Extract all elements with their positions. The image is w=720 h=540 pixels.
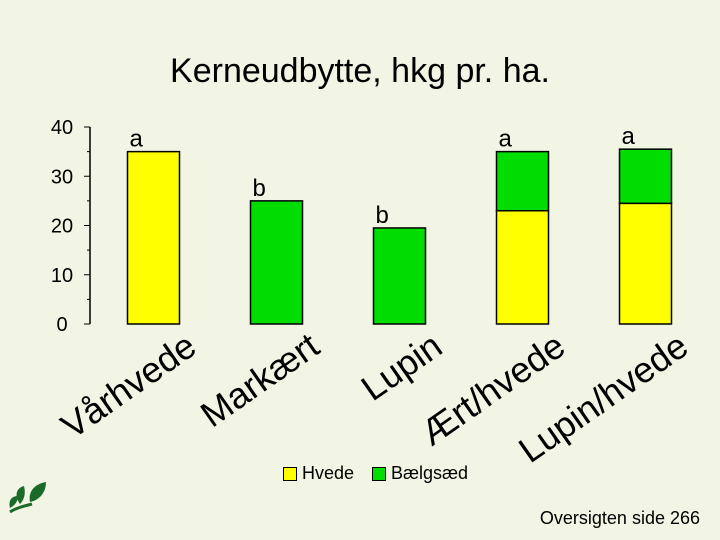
legend-label-hvede: Hvede (302, 463, 355, 483)
significance-label: b (376, 202, 389, 229)
category-label: Markært (193, 325, 326, 435)
y-tick-label: 40 (51, 117, 73, 139)
significance-label: a (499, 126, 513, 153)
y-tick-label: 20 (51, 216, 73, 238)
bar-segment (249, 200, 304, 325)
y-tick-label: 30 (51, 166, 73, 188)
significance-label: a (622, 123, 636, 150)
leaf-logo-icon (6, 478, 52, 521)
significance-label: b (253, 175, 266, 202)
source-footer: Oversigten side 266 (539, 508, 700, 528)
chart-title: Kerneudbytte, hkg pr. ha. (170, 52, 550, 90)
bar-segment (126, 150, 181, 325)
legend-label-baelgsaed: Bælgsæd (391, 463, 469, 483)
category-label: Vårhvede (53, 325, 203, 447)
y-tick-label: 10 (51, 265, 73, 287)
y-tick-label: 0 (56, 314, 67, 336)
legend-swatch-baelgsaed (372, 466, 387, 481)
bar-segment (495, 150, 550, 212)
bar-segment (495, 209, 550, 325)
legend-item-baelgsaed: Bælgsæd (372, 463, 468, 484)
legend-item-hvede: Hvede (283, 463, 354, 484)
category-label: Lupin (354, 325, 450, 409)
chart-legend: Hvede Bælgsæd (283, 463, 486, 484)
legend-swatch-hvede (283, 466, 297, 481)
bar-segment (372, 227, 427, 325)
bar-segment (618, 148, 673, 205)
bar-segment (618, 202, 673, 325)
significance-label: a (130, 126, 144, 153)
